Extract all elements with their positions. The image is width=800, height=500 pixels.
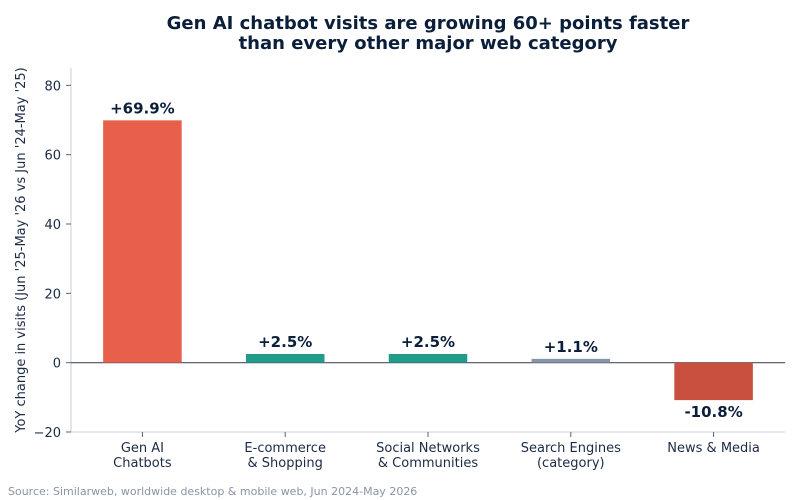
y-axis-label: YoY change in visits (Jun '25-May '26 vs… — [14, 67, 29, 434]
data-label: +2.5% — [258, 333, 312, 351]
y-tick-label: 60 — [44, 149, 61, 164]
y-tick-label: 20 — [44, 287, 61, 302]
bar — [674, 362, 753, 401]
y-tick-label: −20 — [34, 426, 61, 441]
data-label: +1.1% — [544, 338, 598, 356]
x-tick-label: E-commerce — [244, 441, 326, 456]
y-axis: −20 0 20 40 60 80 — [34, 68, 72, 441]
x-tick-label: & Shopping — [248, 456, 323, 471]
source-note: Source: Similarweb, worldwide desktop & … — [8, 485, 417, 498]
data-labels: +69.9% +2.5% +2.5% +1.1% -10.8% — [110, 99, 743, 421]
data-label: -10.8% — [684, 403, 742, 421]
x-tick-label: News & Media — [667, 441, 760, 456]
x-tick-label: Search Engines — [521, 441, 621, 456]
x-tick-label: Chatbots — [113, 456, 172, 471]
x-tick-label: Social Networks — [376, 441, 480, 456]
data-label: +2.5% — [401, 333, 455, 351]
bar — [245, 354, 325, 363]
chart-title-line-2: than every other major web category — [239, 33, 618, 54]
y-tick-label: 80 — [44, 79, 61, 94]
bar — [531, 358, 611, 363]
y-tick-label: 0 — [53, 357, 61, 372]
x-tick-label: (category) — [537, 456, 605, 471]
data-label: +69.9% — [110, 99, 175, 117]
y-tick-label: 40 — [44, 218, 61, 233]
x-tick-label: Gen AI — [121, 441, 164, 456]
x-tick-label: & Communities — [378, 456, 478, 471]
bars — [103, 120, 753, 401]
bar — [388, 354, 468, 363]
chart-title-line-1: Gen AI chatbot visits are growing 60+ po… — [167, 13, 690, 34]
bar — [103, 120, 182, 363]
